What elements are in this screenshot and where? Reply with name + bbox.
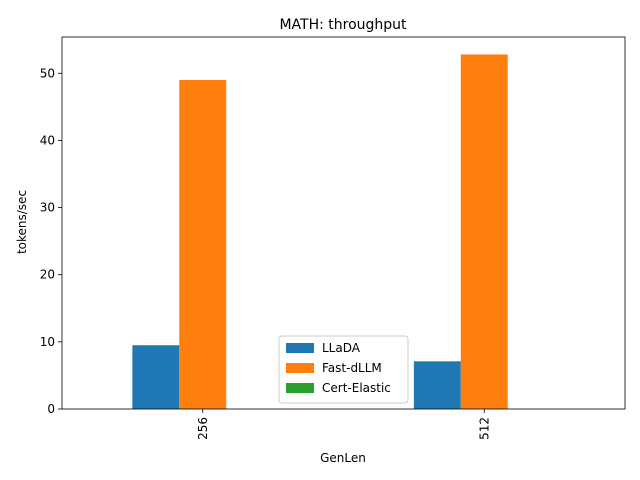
y-axis-label: tokens/sec xyxy=(15,190,29,254)
y-tick-label: 20 xyxy=(40,268,55,282)
bar-llada-256 xyxy=(132,345,180,409)
legend-swatch-cert-elastic xyxy=(286,383,314,393)
legend-label-fast-dllm: Fast-dLLM xyxy=(322,361,382,375)
x-tick-label: 256 xyxy=(196,417,210,440)
plot-area: 0 10 20 30 40 50 256 512 xyxy=(40,36,626,440)
y-tick-label: 0 xyxy=(47,402,55,416)
legend: LLaDA Fast-dLLM Cert-Elastic xyxy=(278,335,409,404)
y-tick-label: 40 xyxy=(40,133,55,147)
x-axis-label: GenLen xyxy=(320,451,366,465)
y-tick-label: 50 xyxy=(40,66,55,80)
legend-swatch-fast-dllm xyxy=(286,363,314,373)
legend-label-cert-elastic: Cert-Elastic xyxy=(322,381,391,395)
chart-title: MATH: throughput xyxy=(279,17,407,33)
y-tick-label: 10 xyxy=(40,335,55,349)
bar-fast-dllm-512 xyxy=(460,54,508,410)
x-tick-label: 512 xyxy=(477,417,491,440)
legend-swatch-llada xyxy=(286,343,314,353)
bar-llada-512 xyxy=(413,361,461,409)
bar-fast-dllm-256 xyxy=(179,79,227,409)
axes-frame xyxy=(61,36,626,410)
legend-label-llada: LLaDA xyxy=(322,341,361,355)
y-tick-label: 30 xyxy=(40,201,55,215)
